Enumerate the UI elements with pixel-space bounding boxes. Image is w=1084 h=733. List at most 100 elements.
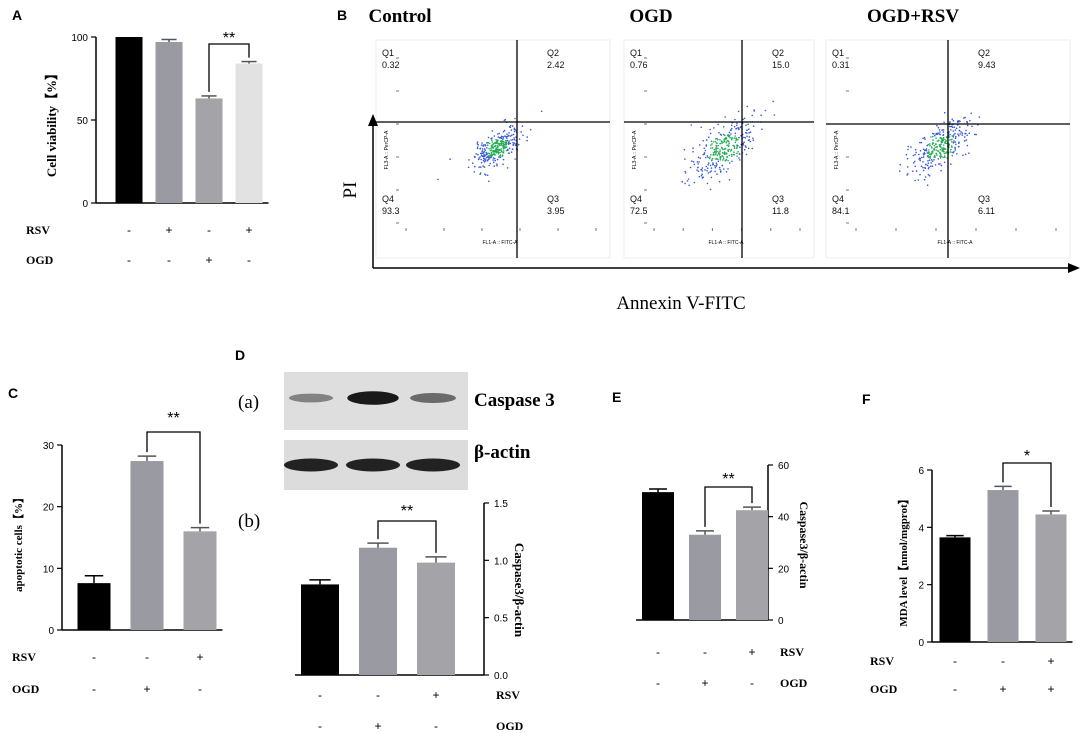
flow-event-dot — [496, 146, 499, 149]
flow-event-dot — [708, 157, 711, 160]
flow-event-dot — [717, 147, 719, 150]
flow-event-dot — [949, 125, 951, 128]
flow-event-dot — [737, 150, 739, 153]
bar — [183, 531, 217, 630]
flow-event-dot — [945, 140, 948, 142]
chart-a-cell-viability: 0 50 100 Cell viability【%】 ** RSV - + - + OGD - - + - — [26, 30, 269, 267]
flow-event-dot — [503, 147, 506, 149]
flow-event-dot — [939, 155, 942, 158]
flow-event-dot — [961, 132, 964, 134]
flow-event-dot — [718, 151, 720, 153]
flow-event-dot — [497, 151, 499, 153]
flow-event-dot — [966, 124, 969, 127]
flow-event-dot — [939, 146, 942, 148]
flow-event-dot — [486, 174, 489, 176]
flow-event-dot — [487, 158, 489, 161]
flow-event-dot — [720, 146, 723, 149]
flow-event-dot — [905, 153, 908, 156]
flow-event-dot — [490, 151, 493, 154]
flow-event-dot — [480, 166, 482, 168]
flow-event-dot — [935, 149, 937, 151]
quadrant-value-q4: 72.5 — [630, 206, 648, 216]
flow-event-dot — [477, 153, 479, 156]
blot-band — [406, 458, 460, 472]
flow-event-dot — [708, 162, 710, 164]
flow-event-dot — [915, 170, 918, 172]
flow-event-dot — [483, 150, 486, 153]
flow-event-dot — [942, 134, 945, 136]
flow-event-dot — [707, 164, 709, 166]
flow-event-dot — [683, 148, 686, 151]
flow-event-dot — [937, 158, 939, 160]
flow-event-dot — [717, 158, 719, 160]
flow-event-dot — [965, 139, 968, 141]
flow-event-dot — [736, 145, 739, 148]
flow-event-dot — [727, 139, 729, 142]
flow-event-dot — [719, 153, 721, 155]
flow-event-dot — [478, 157, 480, 159]
flow-event-dot — [957, 133, 959, 135]
significance-label: ** — [167, 410, 179, 427]
flow-event-dot — [919, 150, 922, 152]
flow-event-dot — [502, 142, 505, 145]
quadrant-value-q1: 0.32 — [382, 60, 400, 70]
flow-event-dot — [955, 143, 957, 146]
flow-event-dot — [745, 146, 747, 148]
flow-event-dot — [715, 150, 718, 152]
flow-event-dot — [505, 149, 508, 152]
flow-event-dot — [712, 162, 714, 164]
flow-event-dot — [512, 144, 515, 146]
flow-event-dot — [723, 168, 725, 170]
quadrant-value-q2: 2.42 — [547, 60, 565, 70]
western-row-b-label: (b) — [238, 511, 260, 532]
flow-event-dot — [930, 165, 932, 168]
flow-event-dot — [940, 141, 943, 144]
y-tick-label: 30 — [43, 441, 55, 452]
flow-event-dot — [929, 157, 932, 159]
flow-event-dot — [474, 156, 476, 158]
flow-event-dot — [924, 149, 926, 152]
flow-event-dot — [503, 129, 506, 132]
flow-event-dot — [497, 133, 499, 135]
flow-event-dot — [942, 129, 945, 131]
condition-sign: - — [127, 223, 131, 237]
flow-event-dot — [498, 156, 500, 158]
condition-label: RSV — [26, 223, 50, 237]
pi-axis-label: PI — [340, 182, 361, 199]
flow-event-dot — [509, 124, 512, 127]
flow-x-channel: FL1-A :: FITC-A — [482, 240, 518, 246]
flow-event-dot — [717, 160, 720, 162]
y-axis-label: apoptotic cells【%】 — [12, 492, 25, 592]
quadrant-value-q2: 15.0 — [772, 60, 790, 70]
flow-event-dot — [925, 148, 928, 150]
flow-event-dot — [512, 141, 514, 144]
flow-event-dot — [943, 161, 946, 164]
flow-event-dot — [727, 145, 730, 148]
flow-event-dot — [490, 154, 492, 156]
panel-label-e: E — [612, 389, 621, 405]
flow-event-dot — [508, 132, 510, 134]
flow-event-dot — [684, 182, 686, 185]
flow-event-dot — [698, 161, 700, 163]
flow-event-dot — [721, 155, 724, 157]
quadrant-value-q2: 9.43 — [978, 60, 996, 70]
flow-event-dot — [714, 153, 717, 155]
flow-event-dot — [725, 159, 727, 162]
bar — [939, 537, 971, 642]
flow-event-dot — [731, 155, 733, 158]
bar — [301, 584, 339, 675]
flow-event-dot — [752, 125, 755, 127]
flow-event-dot — [733, 146, 736, 148]
flow-event-dot — [899, 163, 902, 166]
flow-event-dot — [950, 125, 953, 128]
flow-event-dot — [488, 164, 491, 167]
flow-event-dot — [491, 145, 493, 148]
flow-event-dot — [965, 132, 967, 135]
flow-event-dot — [721, 141, 723, 143]
flow-event-dot — [944, 141, 946, 144]
flow-event-dot — [706, 155, 709, 157]
flow-event-dot — [486, 144, 489, 146]
flow-event-dot — [684, 172, 687, 174]
bar — [235, 63, 263, 204]
flow-event-dot — [936, 140, 939, 142]
